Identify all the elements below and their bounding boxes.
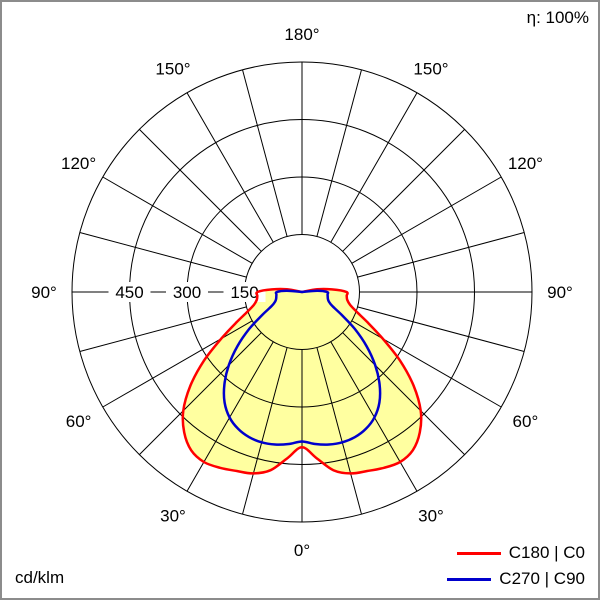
svg-text:30°: 30° bbox=[418, 506, 444, 525]
svg-text:30°: 30° bbox=[160, 506, 186, 525]
angle-tick-labels: 0° 30° 30° 60° 60° 90° 90° 120° 120° 150° 150° 180° bbox=[31, 25, 573, 560]
legend-item-c270-c90: C270 | C90 bbox=[447, 566, 585, 592]
svg-text:120°: 120° bbox=[508, 154, 543, 173]
radial-tick-labels: 450 300 150 bbox=[108, 282, 266, 302]
efficiency-label: η: 100% bbox=[526, 8, 589, 27]
legend-item-c180-c0: C180 | C0 bbox=[447, 540, 585, 566]
curve-c270-c90 bbox=[222, 289, 382, 446]
legend-line-red-icon bbox=[456, 551, 501, 555]
polar-grid bbox=[71, 61, 533, 523]
svg-text:450: 450 bbox=[115, 283, 143, 302]
svg-text:90°: 90° bbox=[547, 283, 573, 302]
legend-line-blue-icon bbox=[447, 577, 492, 581]
svg-text:0°: 0° bbox=[294, 541, 310, 560]
svg-text:90°: 90° bbox=[31, 283, 57, 302]
svg-text:300: 300 bbox=[173, 283, 201, 302]
svg-text:150: 150 bbox=[230, 283, 258, 302]
svg-text:60°: 60° bbox=[513, 412, 539, 431]
svg-text:150°: 150° bbox=[155, 60, 190, 79]
legend-label-c180-c0: C180 | C0 bbox=[508, 543, 585, 562]
legend: C180 | C0 C270 | C90 bbox=[447, 540, 585, 592]
legend-label-c270-c90: C270 | C90 bbox=[499, 569, 585, 588]
svg-text:120°: 120° bbox=[61, 154, 96, 173]
svg-text:60°: 60° bbox=[66, 412, 92, 431]
svg-text:180°: 180° bbox=[284, 25, 319, 44]
units-label: cd/klm bbox=[15, 568, 65, 587]
svg-text:150°: 150° bbox=[413, 60, 448, 79]
curve-c180-c0 bbox=[181, 287, 423, 475]
